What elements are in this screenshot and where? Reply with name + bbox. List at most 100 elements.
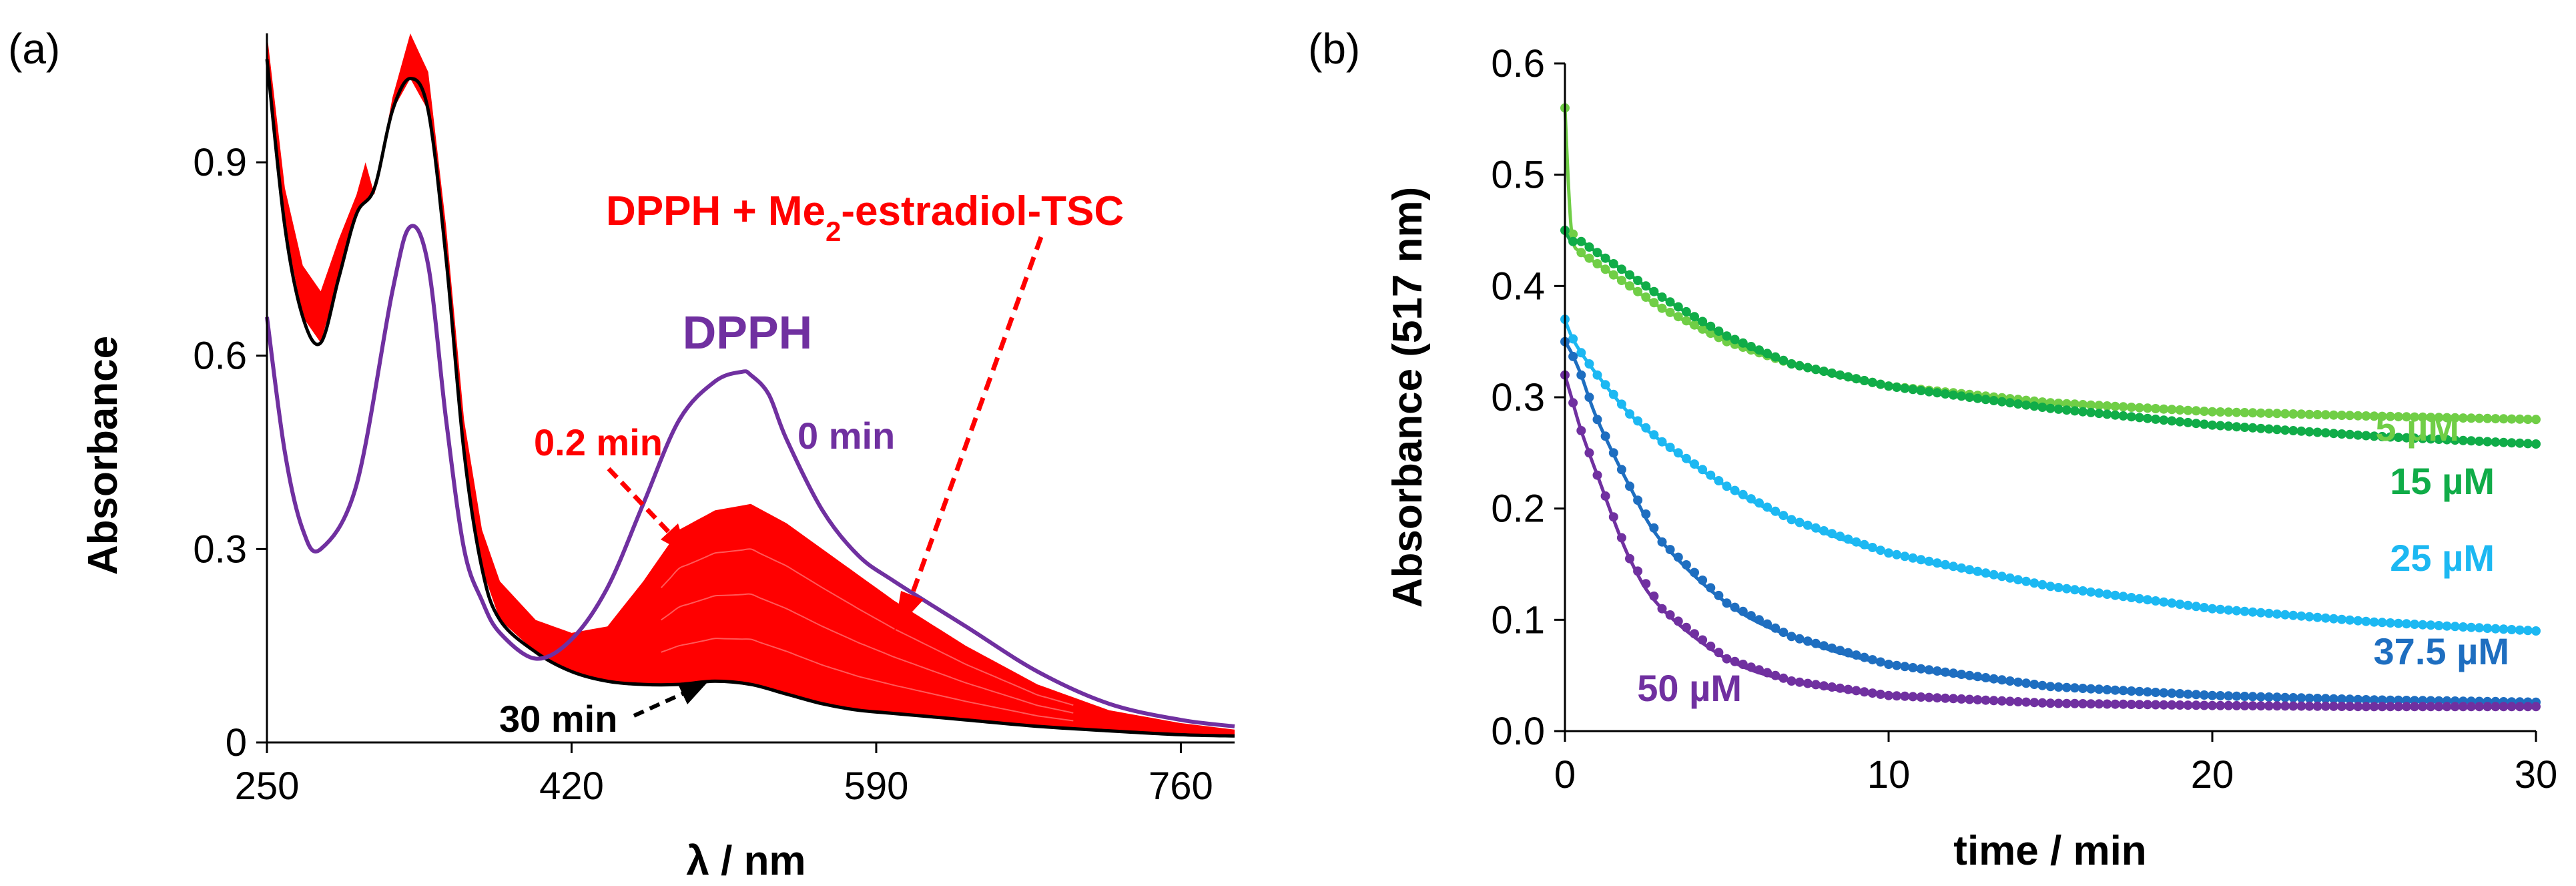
b-data-point	[2450, 435, 2460, 445]
b-data-point	[2434, 435, 2444, 444]
b-data-point	[1859, 539, 1869, 549]
b-data-point	[2053, 682, 2063, 692]
a-dpph-label: DPPH	[683, 306, 812, 359]
b-data-point	[2458, 435, 2468, 445]
b-data-point	[2216, 700, 2226, 710]
b-data-point	[2183, 405, 2193, 415]
b-data-point	[2021, 678, 2031, 688]
b-data-point	[2312, 701, 2322, 711]
b-data-point	[2069, 406, 2079, 416]
b-data-point	[2312, 427, 2322, 437]
b-data-point	[1706, 328, 1716, 339]
b-data-point	[1600, 431, 1610, 441]
b-y-tick-label: 0.6	[1491, 42, 1545, 85]
b-data-point	[2191, 419, 2201, 429]
b-data-point	[2126, 412, 2136, 422]
b-data-point	[2102, 590, 2112, 599]
b-data-point	[1665, 545, 1675, 555]
b-data-point	[1843, 684, 1853, 694]
b-data-point	[1754, 665, 1764, 675]
b-data-point	[1600, 264, 1610, 274]
b-data-point	[2167, 405, 2177, 415]
b-data-point	[2110, 685, 2120, 695]
a-x-tick-label: 250	[235, 764, 300, 808]
a-series-lines	[265, 59, 1235, 738]
b-data-point	[2272, 692, 2282, 702]
b-data-point	[2143, 403, 2152, 413]
b-data-point	[2208, 604, 2217, 614]
a-mixture-label-prefix: DPPH + Me	[606, 188, 826, 234]
b-data-point	[1714, 590, 1724, 600]
b-series-37.5µM	[1560, 337, 2541, 707]
b-data-point	[2507, 625, 2517, 634]
b-data-point	[2426, 434, 2436, 444]
b-data-point	[1795, 634, 1805, 644]
b-data-point	[2053, 698, 2063, 708]
b-data-point	[2013, 399, 2023, 409]
b-data-point	[1592, 259, 1602, 268]
a-x-tick-label: 420	[539, 764, 604, 808]
b-data-point	[1649, 523, 1659, 533]
b-data-point	[2402, 619, 2411, 629]
b-data-point	[1754, 615, 1764, 625]
b-data-point	[1867, 655, 1877, 665]
b-data-point	[1754, 498, 1764, 508]
b-data-point	[2094, 684, 2104, 694]
b-data-point	[2296, 693, 2306, 703]
b-data-point	[2402, 702, 2411, 712]
b-data-point	[1940, 389, 1950, 399]
b-data-point	[2110, 590, 2120, 600]
b-data-point	[2337, 411, 2346, 420]
b-data-point	[2053, 404, 2063, 414]
b-data-point	[2094, 401, 2104, 411]
b-data-point	[1633, 495, 1643, 505]
b-data-point	[2232, 407, 2242, 417]
b-data-point	[2069, 698, 2079, 708]
b-data-point	[1754, 345, 1764, 355]
b-data-point	[2467, 702, 2476, 712]
b-data-point	[2256, 692, 2266, 702]
b-data-point	[2183, 417, 2193, 427]
b-data-point	[1600, 491, 1610, 501]
b-x-tick-label: 30	[2515, 753, 2558, 797]
b-data-point	[2434, 621, 2444, 630]
b-data-point	[1681, 316, 1691, 326]
b-data-point	[2450, 622, 2460, 632]
b-series-line	[1563, 107, 2537, 421]
b-data-point	[2393, 412, 2403, 422]
b-data-point	[2328, 614, 2338, 624]
b-data-point	[2304, 612, 2314, 622]
b-data-point	[1827, 529, 1837, 539]
b-data-point	[2304, 701, 2314, 711]
b-data-point	[1625, 281, 1634, 291]
b-data-point	[1908, 692, 1918, 702]
b-data-point	[2499, 414, 2509, 424]
b-data-point	[1803, 363, 1813, 373]
b-data-point	[1932, 558, 1942, 568]
panel-a-label: (a)	[8, 25, 60, 73]
b-data-point	[1973, 695, 1983, 705]
b-data-point	[2507, 702, 2517, 712]
b-series-label-37.5uM: 37.5 µM	[2374, 630, 2509, 672]
b-data-point	[1819, 681, 1829, 691]
a-30min-arrow	[633, 682, 707, 718]
b-data-point	[1973, 672, 1983, 682]
b-data-point	[2426, 413, 2436, 423]
b-data-point	[2069, 585, 2079, 595]
b-data-point	[2304, 693, 2314, 703]
b-data-point	[2013, 677, 2023, 687]
b-data-point	[1932, 388, 1942, 398]
b-data-point	[2110, 401, 2120, 411]
b-data-point	[2167, 688, 2177, 698]
b-data-point	[2328, 410, 2338, 420]
b-data-point	[2531, 439, 2541, 449]
b-data-point	[1843, 534, 1853, 544]
b-data-point	[1616, 276, 1626, 285]
b-data-point	[1932, 666, 1942, 676]
b-data-point	[2320, 410, 2330, 420]
b-data-point	[1981, 568, 1991, 578]
b-data-point	[1722, 654, 1732, 664]
b-data-point	[2256, 701, 2266, 711]
b-data-point	[1600, 380, 1610, 390]
